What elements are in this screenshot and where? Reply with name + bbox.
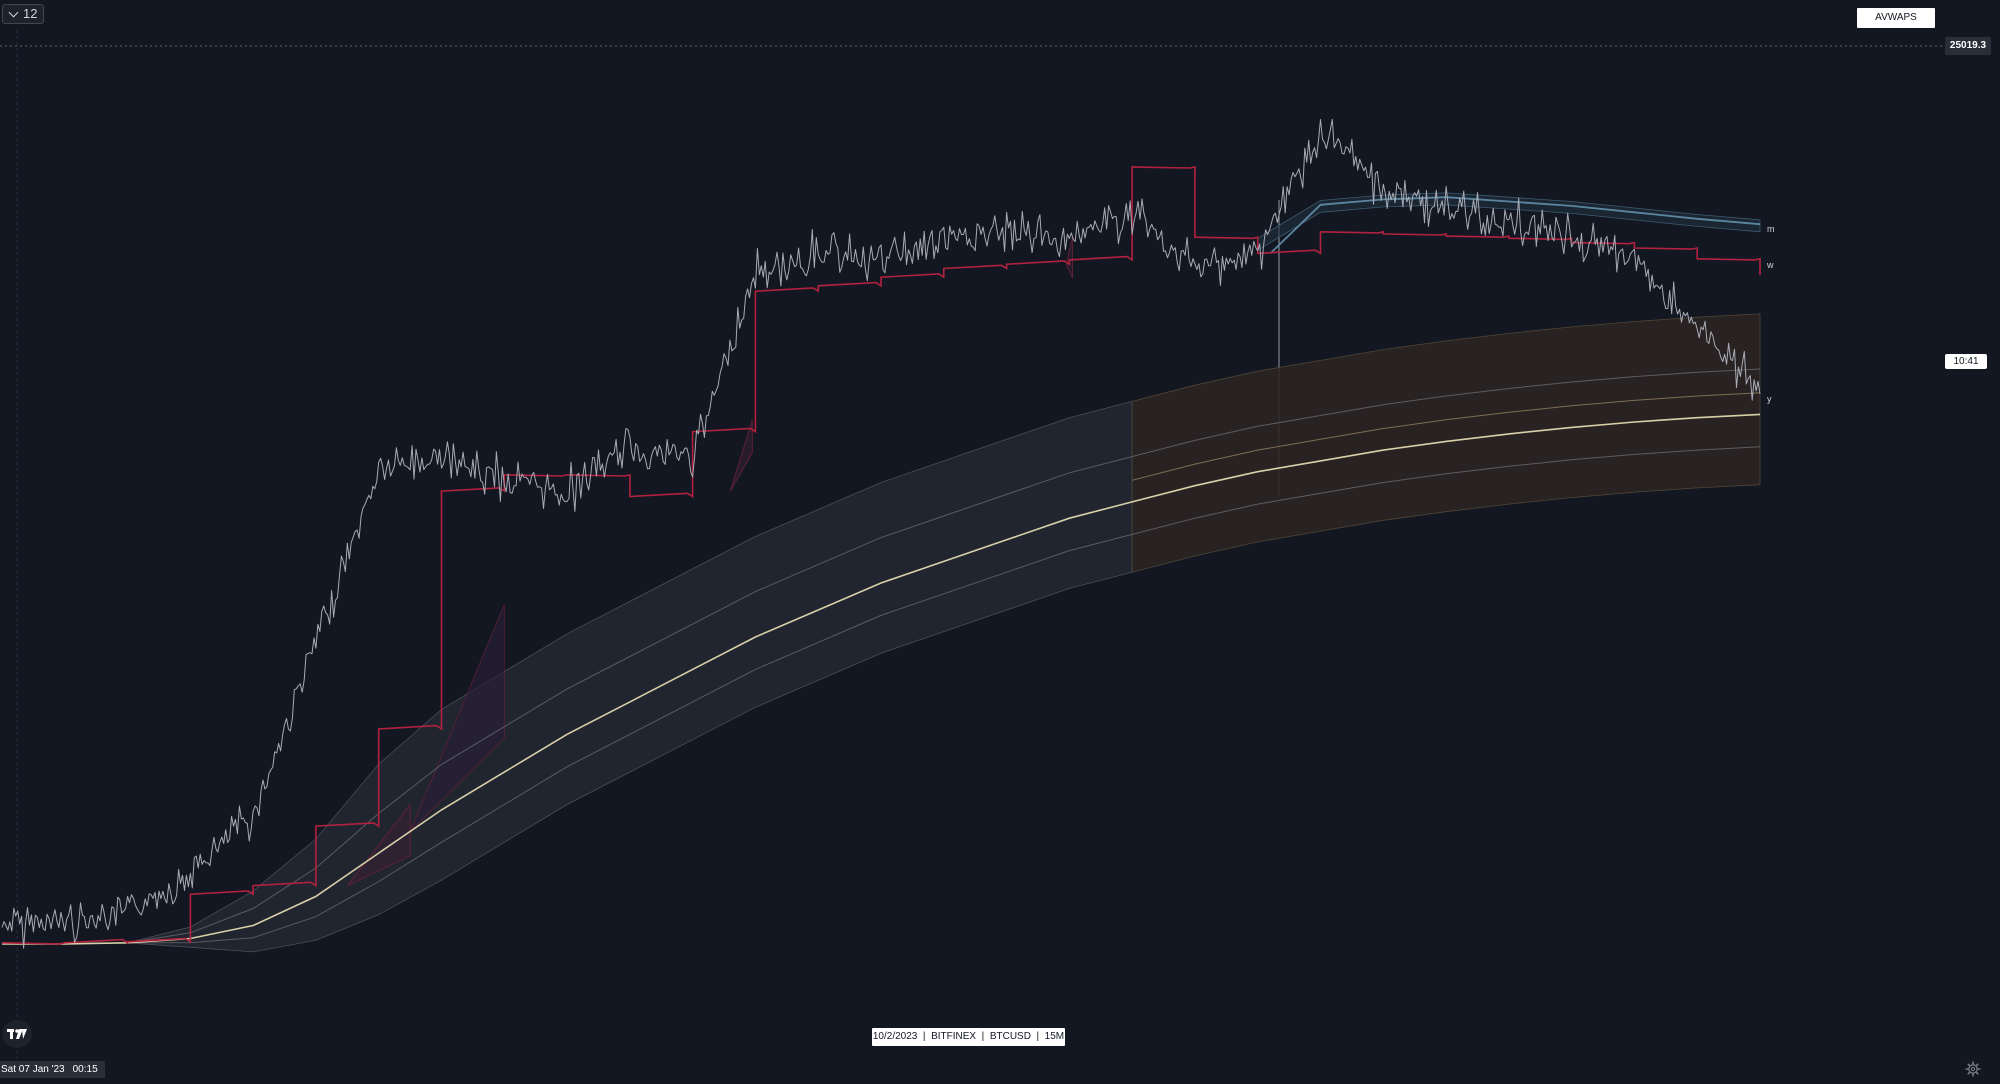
vwap-inner-line-2 [2, 446, 1761, 945]
price-scale-label: 25019.3 [1945, 37, 1991, 55]
vwap-line-cream [2, 413, 1761, 945]
series-marker-w: w [1766, 260, 1774, 270]
interval-selector-button[interactable]: 12 [2, 4, 45, 24]
banner-separator: | [920, 1031, 929, 1042]
vwap-band-brown [1131, 313, 1761, 573]
logo-glyph [7, 1029, 27, 1039]
crosshair-time: 00:15 [72, 1064, 98, 1075]
crosshair-time-label: Sat 07 Jan '23 00:15 [0, 1061, 105, 1078]
vwap-band-red-2 [409, 604, 505, 832]
vwap-band-red-4 [1065, 237, 1073, 279]
series-marker-y: y [1767, 394, 1772, 404]
vwap-line-blue [1269, 196, 1761, 255]
price-series-line[interactable] [1, 118, 1761, 949]
symbol-info-banner: 10/2/2023 | BITFINEX | BTCUSD | 15M [872, 1028, 1065, 1046]
series-marker-m: m [1767, 224, 1775, 234]
vwap-inner-line-1 [2, 368, 1761, 945]
chevron-down-icon [8, 7, 19, 17]
vwap-band-red-1 [346, 803, 411, 886]
banner-separator: | [978, 1031, 988, 1042]
vwap-band-gray [2, 400, 1133, 953]
crosshair-date: Sat 07 Jan '23 [1, 1064, 65, 1075]
indicator-name-badge[interactable]: AVWAPS [1857, 8, 1935, 28]
gear-icon[interactable] [1965, 1061, 1981, 1077]
vwap-band-red-3 [729, 419, 753, 492]
bar-countdown-label: 10:41 [1945, 354, 1987, 369]
banner-date: 10/2/2023 [872, 1031, 918, 1042]
tradingview-logo-icon[interactable] [2, 1020, 32, 1048]
banner-separator: | [1033, 1031, 1042, 1042]
vwap-line-red [1, 166, 1761, 945]
interval-label: 12 [23, 6, 38, 21]
banner-symbol: BTCUSD [989, 1031, 1031, 1042]
vwap-brown-midline [1131, 392, 1761, 481]
banner-timeframe: 15M [1044, 1031, 1065, 1042]
banner-exchange: BITFINEX [931, 1031, 977, 1042]
